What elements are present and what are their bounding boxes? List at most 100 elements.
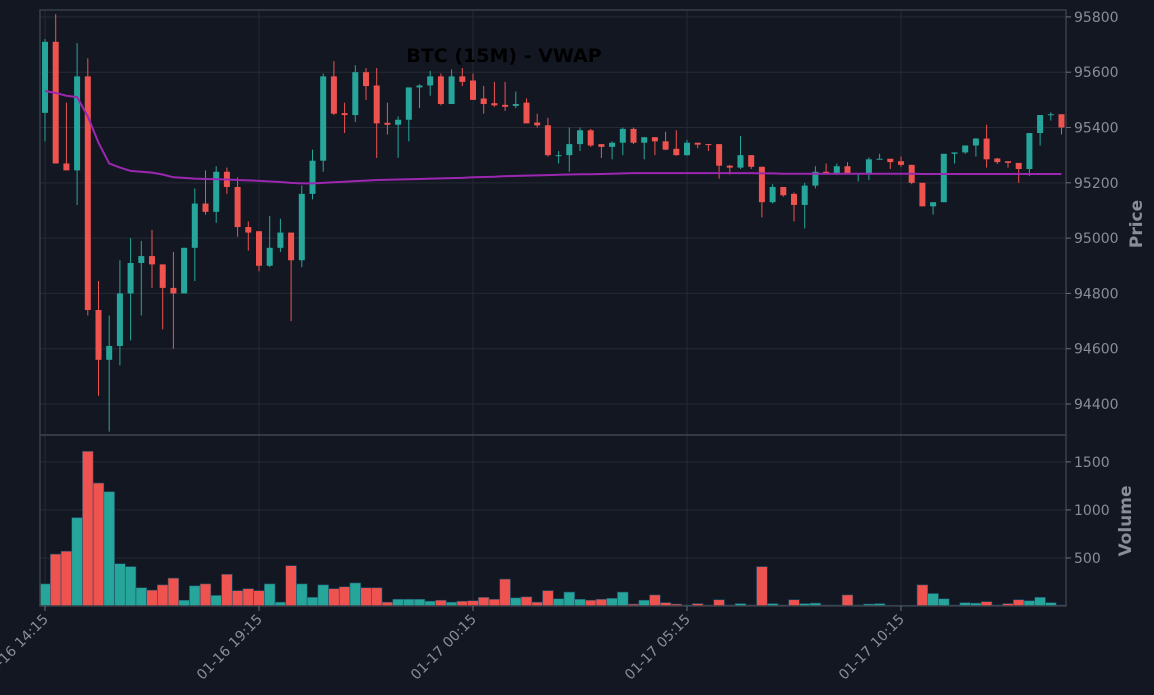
volume-bar: [542, 590, 554, 607]
candle-body: [330, 76, 337, 114]
volume-bar: [403, 598, 415, 607]
time-tick-label: 01-17 05:15: [622, 612, 694, 684]
candle-body: [865, 159, 872, 174]
candle-body: [716, 144, 723, 166]
candle-body: [138, 256, 145, 264]
candle-body: [63, 163, 70, 171]
candle-body: [341, 113, 348, 116]
candle-body: [780, 186, 787, 196]
candle-body: [555, 155, 562, 157]
candle-body: [309, 160, 316, 194]
candle-body: [512, 104, 519, 106]
candle-body: [887, 158, 894, 163]
candle-body: [844, 166, 851, 175]
volume-bar: [285, 565, 297, 607]
candle-body: [791, 193, 797, 205]
volume-bar: [392, 598, 404, 607]
candle-body: [181, 247, 188, 294]
volume-bar: [210, 595, 222, 607]
candle-body: [502, 104, 509, 107]
volume-bar: [103, 491, 115, 607]
candle-body: [1047, 114, 1054, 116]
candle-body: [833, 166, 840, 175]
grid: [40, 10, 1066, 606]
volume-bar: [617, 591, 629, 607]
candle-body: [898, 161, 904, 165]
candle-body: [288, 232, 295, 261]
candle-body: [74, 76, 81, 171]
candle-body: [673, 148, 680, 156]
candle-body: [277, 232, 284, 248]
volume-bar: [82, 451, 94, 607]
volume-bar: [328, 588, 340, 607]
candle-body: [705, 144, 712, 146]
candle-body: [587, 130, 594, 146]
candle-body: [769, 186, 776, 203]
volume-bar: [713, 599, 725, 607]
volume-bar: [478, 597, 490, 607]
panel-frames: [39, 9, 1067, 607]
time-tick-label: 01-16 14:15: [0, 612, 52, 684]
price-tick-label: 95800: [1074, 10, 1119, 26]
candle-body: [994, 158, 1001, 163]
price-tick-label: 94400: [1074, 397, 1119, 413]
candle-body: [1026, 133, 1033, 169]
volume-bar: [157, 584, 169, 607]
candle-body: [127, 263, 134, 294]
volume-bar: [349, 582, 361, 607]
candle-body: [52, 41, 59, 164]
volume-bar: [938, 598, 950, 607]
candle-body: [298, 193, 305, 261]
candle-body: [737, 155, 744, 168]
volume-bar: [927, 593, 939, 607]
candle-body: [619, 128, 626, 143]
volume-bar: [488, 598, 501, 607]
volume-bar: [649, 594, 661, 607]
price-tick-label: 94600: [1074, 342, 1119, 358]
candle-body: [684, 142, 690, 156]
volume-bar: [221, 573, 233, 607]
candle-body: [662, 141, 669, 150]
volume-bar: [638, 599, 650, 607]
candle-body: [95, 310, 102, 360]
volume-bar: [841, 594, 854, 607]
candle-body: [256, 231, 262, 266]
candle-body: [459, 76, 466, 82]
volume-tick-label: 1500: [1074, 455, 1110, 471]
volume-bar: [338, 586, 351, 607]
volume-bar: [574, 598, 586, 607]
candle-body: [748, 155, 755, 167]
volume-bar: [71, 517, 83, 607]
volume-bar: [916, 584, 929, 607]
volume-bar: [60, 550, 73, 607]
volume-bar: [199, 583, 212, 607]
price-tick-label: 94800: [1074, 286, 1119, 302]
volume-bar: [146, 589, 158, 607]
candle-body: [159, 264, 166, 288]
candle-body: [191, 203, 198, 248]
volume-axis-label: Volume: [1116, 485, 1136, 556]
candle-body: [1037, 115, 1044, 134]
volume-bar: [563, 591, 575, 607]
time-tick-label: 01-17 00:15: [408, 612, 480, 684]
volume-bar: [756, 566, 768, 607]
volume-bar: [92, 482, 105, 607]
candle-body: [577, 130, 583, 145]
candle-body: [876, 158, 883, 160]
candle-body: [566, 144, 573, 156]
candle-body: [940, 153, 947, 203]
candle-body: [694, 142, 701, 145]
candle-body: [363, 72, 369, 87]
candle-body: [427, 76, 434, 86]
volume-bar: [135, 587, 147, 607]
volume-bar: [242, 588, 254, 607]
volume-bar: [585, 599, 597, 607]
price-tick-label: 95600: [1074, 65, 1119, 81]
candle-body: [534, 122, 541, 126]
volume-bar: [552, 598, 565, 607]
candle-body: [266, 247, 273, 266]
time-tick-label: 01-16 19:15: [194, 612, 266, 684]
price-tick-label: 95200: [1074, 176, 1119, 192]
volume-bar: [371, 587, 383, 607]
